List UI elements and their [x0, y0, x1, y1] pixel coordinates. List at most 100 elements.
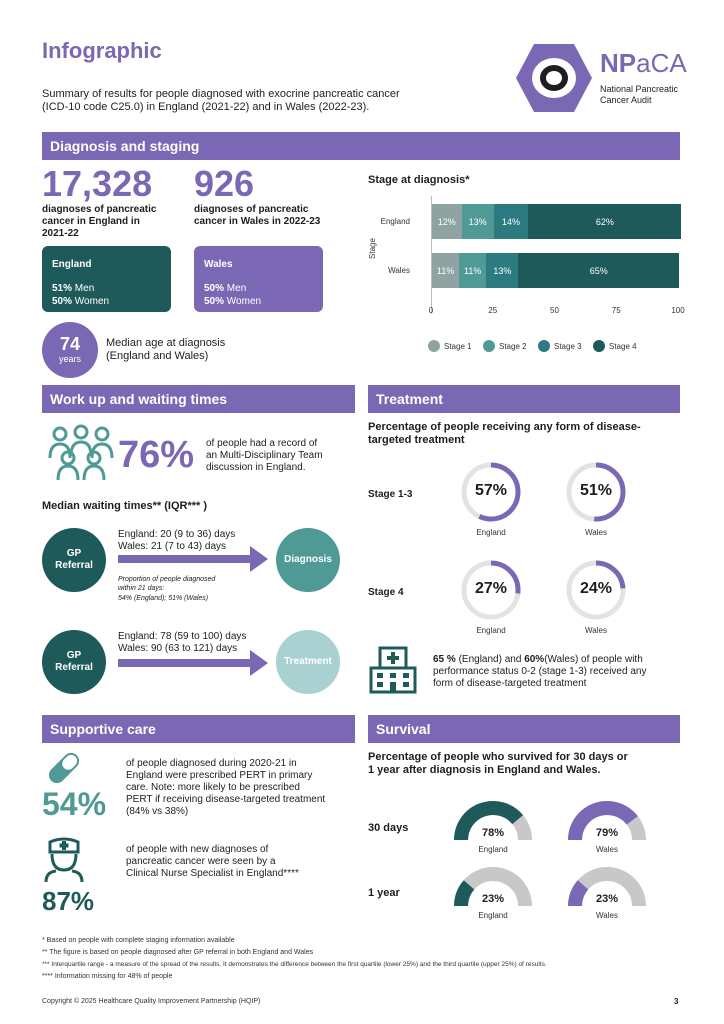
pill-icon	[48, 752, 80, 784]
treatment-ring	[566, 560, 626, 620]
stage-chart: 12% 13% 14% 62% 11% 11% 13% 65%	[431, 196, 682, 314]
ps-pct-wales: 60%	[524, 654, 545, 665]
survival-band: Survival	[368, 715, 680, 743]
stage-4-label: Stage 4	[368, 587, 404, 598]
wales-count-label-2: cancer in Wales in 2022-23	[194, 216, 321, 227]
treat-wait-england: England: 78 (59 to 100) days	[118, 631, 247, 642]
footnote-1: * Based on people with complete staging …	[42, 937, 235, 944]
survival-gauge-fill	[454, 880, 475, 907]
stage-chart-legend: Stage 1 Stage 2 Stage 3 Stage 4	[428, 340, 688, 354]
survival-gauge-value: 23%	[595, 893, 619, 905]
mdt-text-3: discussion in England.	[206, 462, 306, 473]
stage-bar-segment: 65%	[518, 253, 679, 288]
page-number: 3	[674, 997, 679, 1006]
legend-swatch-icon	[593, 340, 605, 352]
diag-wait-england: England: 20 (9 to 36) days	[118, 529, 236, 540]
diagnosis-circle: Diagnosis	[276, 528, 340, 592]
legend-label: Stage 4	[609, 341, 637, 351]
copyright: Copyright © 2025 Healthcare Quality Impr…	[42, 998, 261, 1005]
england-men-pct: 51%	[52, 283, 73, 294]
mdt-text-2: an Multi-Disciplinary Team	[206, 450, 323, 461]
arrow-right-icon	[118, 650, 268, 676]
survival-gauge-fill	[454, 801, 524, 841]
survival-gauge	[568, 867, 646, 907]
ps-text-1: 65 % (England) and 60%(Wales) of people …	[433, 654, 643, 666]
summary-line-1: Summary of results for people diagnosed …	[42, 88, 400, 100]
treatment-title-2: targeted treatment	[368, 434, 465, 446]
england-count: 17,328	[42, 163, 153, 204]
treatment-ring	[566, 462, 626, 522]
hospital-icon	[369, 646, 417, 694]
logo-name-1: National Pancreatic	[600, 84, 679, 94]
stage-legend-item: Stage 2	[483, 340, 527, 352]
summary-line-2: (ICD-10 code C25.0) in England (2021-22)…	[42, 101, 370, 113]
stage-bar-segment: 13%	[486, 253, 519, 288]
gp-referral-circle-2: GP Referral	[42, 630, 106, 694]
arrow-right-icon	[118, 546, 268, 572]
treatment-ring-fill	[566, 462, 626, 522]
wales-men-pct: 50%	[204, 283, 225, 294]
median-age-label-1: Median age at diagnosis	[106, 337, 226, 349]
england-women-pct: 50%	[52, 296, 73, 307]
treatment-circle: Treatment	[276, 630, 340, 694]
stage-bar-segment: 12%	[432, 204, 462, 239]
survival-gauge	[454, 867, 532, 907]
nurse-icon	[44, 837, 84, 882]
logo-abbrev-a: NP	[600, 48, 637, 78]
wales-men-label: Men	[226, 283, 247, 294]
pert-text-5: (84% vs 38%)	[126, 806, 189, 817]
england-count-label-3: 2021-22	[42, 228, 79, 239]
stage-bar-segment: 11%	[432, 253, 460, 288]
legend-swatch-icon	[483, 340, 495, 352]
survival-gauge	[568, 801, 646, 841]
treatment-title-1: Percentage of people receiving any form …	[368, 421, 641, 433]
stage-chart-xtick: 0	[428, 306, 434, 315]
treatment-ring	[461, 560, 521, 620]
treatment-ring-fill	[566, 560, 626, 620]
cns-text-1: of people with new diagnoses of	[126, 844, 269, 855]
pert-text-3: care. Note: more likely to be prescribed	[126, 782, 300, 793]
stage-chart-bar: 11% 11% 13% 65%	[432, 253, 679, 288]
legend-swatch-icon	[538, 340, 550, 352]
median-age-value: 74	[59, 334, 81, 354]
legend-label: Stage 1	[444, 341, 472, 351]
logo-abbrev: NPaCA	[600, 48, 687, 79]
footnote-4: **** Information missing for 48% of peop…	[42, 973, 173, 980]
treatment-band: Treatment	[368, 385, 680, 413]
logo-abbrev-b: aCA	[636, 48, 687, 78]
cns-percentage: 87%	[42, 886, 95, 916]
survival-title-2: 1 year after diagnosis in England and Wa…	[368, 764, 601, 776]
survival-gauge-country: England	[478, 911, 508, 920]
survival-gauge-country: Wales	[596, 911, 618, 920]
ps-text-3: form of disease-targeted treatment	[433, 678, 587, 689]
stage-bar-segment: 62%	[528, 204, 682, 239]
legend-swatch-icon	[428, 340, 440, 352]
people-group-icon	[48, 424, 114, 481]
stage-chart-xtick: 50	[550, 306, 559, 315]
wales-women-pct: 50%	[204, 296, 225, 307]
stage-chart-categories: England Wales	[368, 196, 428, 314]
gp-referral-1-line2: Referral	[55, 560, 93, 571]
wales-count: 926	[194, 163, 255, 204]
prop-21days-1: Proportion of people diagnosed	[118, 576, 216, 583]
survival-gauge-fill	[568, 801, 638, 841]
ps-text-a: (England) and	[455, 654, 525, 665]
wales-women-label: Women	[226, 296, 262, 307]
npaca-logo-icon	[516, 44, 592, 112]
treat-wait-wales: Wales: 90 (63 to 121) days	[118, 643, 238, 654]
footnote-3: *** Interquartile range - a measure of t…	[42, 961, 547, 968]
stage-chart-xtick: 100	[671, 306, 685, 315]
treatment-circle-label: Treatment	[284, 656, 332, 667]
stage-1-3-label: Stage 1-3	[368, 489, 413, 500]
treatment-ring-fill	[461, 462, 521, 522]
wales-box-title: Wales	[204, 259, 233, 270]
survival-gauge-fill	[568, 880, 589, 907]
page-title: Infographic	[42, 38, 162, 63]
median-waiting-title: Median waiting times** (IQR*** )	[42, 500, 208, 512]
median-age-label-2: (England and Wales)	[106, 350, 209, 362]
treatment-ring-value: 24%	[579, 580, 613, 597]
treatment-ring-country: Wales	[585, 528, 607, 537]
stage-chart-xticks: 0 25 50 75 100	[429, 306, 685, 320]
workup-band: Work up and waiting times	[42, 385, 355, 413]
legend-label: Stage 3	[554, 341, 582, 351]
